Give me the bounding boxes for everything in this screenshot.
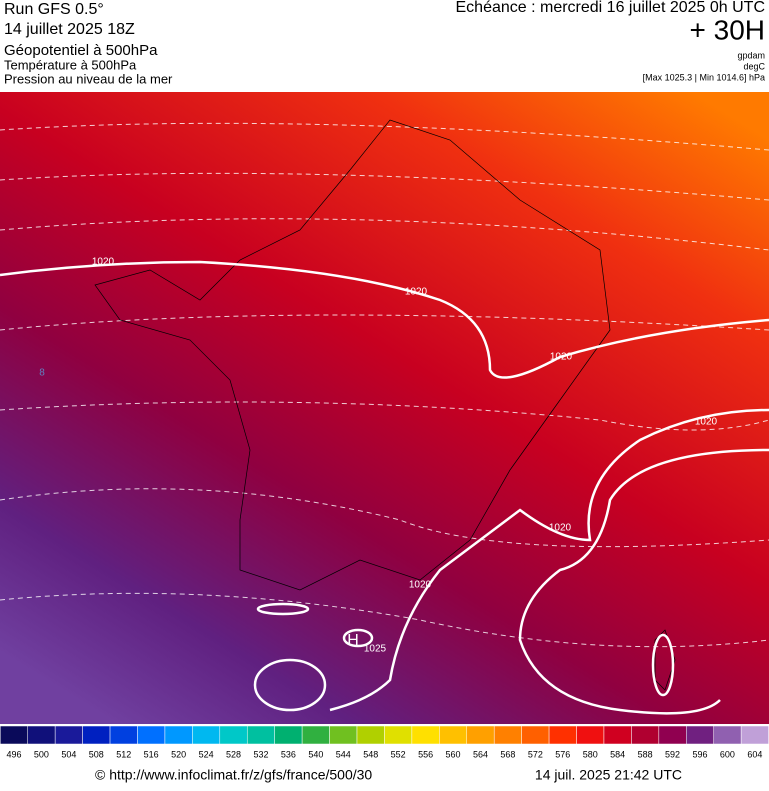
colorbar-label: 568 [500,749,515,759]
colorbar-swatch [740,725,769,745]
borders [94,119,676,691]
colorbar-label: 584 [610,749,625,759]
run: Run GFS 0.5° [4,1,104,18]
colorbar-swatch [192,725,221,745]
colorbar-swatch [658,725,687,745]
contour-label: 1020 [409,580,432,591]
contour-label: 1020 [550,352,573,363]
isobars [0,260,769,715]
echeance: Echéance : mercredi 16 juillet 2025 0h U… [456,0,766,16]
contour-label: 1020 [92,257,115,268]
colorbar-swatch [384,725,413,745]
field: Température à 500hPa [4,57,137,72]
colorbar-label: 556 [418,749,433,759]
colorbar-label: 508 [89,749,104,759]
colorbar-swatch [27,725,56,745]
field: Géopotentiel à 500hPa [4,42,158,59]
contour-label: 8 [39,368,45,379]
lead-time: + 30H [690,14,766,45]
unit: degC [743,61,765,71]
colorbar-swatch [713,725,742,745]
colorbar-swatch [521,725,550,745]
colorbar-label: 528 [226,749,241,759]
colorbar-label: 532 [253,749,268,759]
colorbar-label: 540 [308,749,323,759]
colorbar-swatch [411,725,440,745]
colorbar-swatch [493,725,522,745]
colorbar-label: 544 [336,749,351,759]
colorbar-swatch [274,725,303,745]
colorbar-label: 560 [446,749,461,759]
colorbar-swatch [301,725,330,745]
contour-label: 1020 [695,417,718,428]
colorbar-swatch [329,725,358,745]
unit: gpdam [737,50,765,60]
colorbar-swatch [356,725,385,745]
colorbar-label: 512 [116,749,131,759]
colorbar-label: 500 [34,749,49,759]
colorbar-label: 604 [747,749,762,759]
colorbar-swatch [466,725,495,745]
max-min: [Max 1025.3 | Min 1014.6] hPa [643,72,765,82]
colorbar-swatch [631,725,660,745]
colorbar-label: 596 [692,749,707,759]
colorbar-label: 600 [720,749,735,759]
colorbar-swatch [164,725,193,745]
colorbar-label: 520 [171,749,186,759]
contour-label: 1020 [549,523,572,534]
colorbar-label: 496 [6,749,21,759]
colorbar-label: 572 [528,749,543,759]
contour-label: H [347,632,359,649]
colorbar-swatch [439,725,468,745]
contour-label: 1020 [405,287,428,298]
colorbar-label: 552 [391,749,406,759]
colorbar-swatch [54,725,83,745]
colorbar-swatch [548,725,577,745]
colorbar-swatch [137,725,166,745]
colorbar-label: 548 [363,749,378,759]
field: Pression au niveau de la mer [4,71,173,86]
colorbar-label: 580 [583,749,598,759]
colorbar-label: 524 [199,749,214,759]
colorbar-swatch [246,725,275,745]
colorbar-swatch [219,725,248,745]
colorbar-label: 576 [555,749,570,759]
colorbar-swatch [82,725,111,745]
run-date: 14 juillet 2025 18Z [4,21,135,38]
colorbar-swatch [576,725,605,745]
colorbar-swatch [109,725,138,745]
colorbar-swatch [603,725,632,745]
source-url: © http://www.infoclimat.fr/z/gfs/france/… [95,767,372,783]
colorbar-label: 592 [665,749,680,759]
colorbar-swatch [686,725,714,745]
colorbar-label: 516 [144,749,159,759]
colorbar-label: 536 [281,749,296,759]
map-field [0,92,769,724]
colorbar-label: 588 [638,749,653,759]
colorbar-label: 564 [473,749,488,759]
contour-label: 1025 [364,644,387,655]
colorbar-label: 504 [61,749,76,759]
colorbar-swatch [0,725,28,745]
timestamp: 14 juil. 2025 21:42 UTC [535,767,682,783]
